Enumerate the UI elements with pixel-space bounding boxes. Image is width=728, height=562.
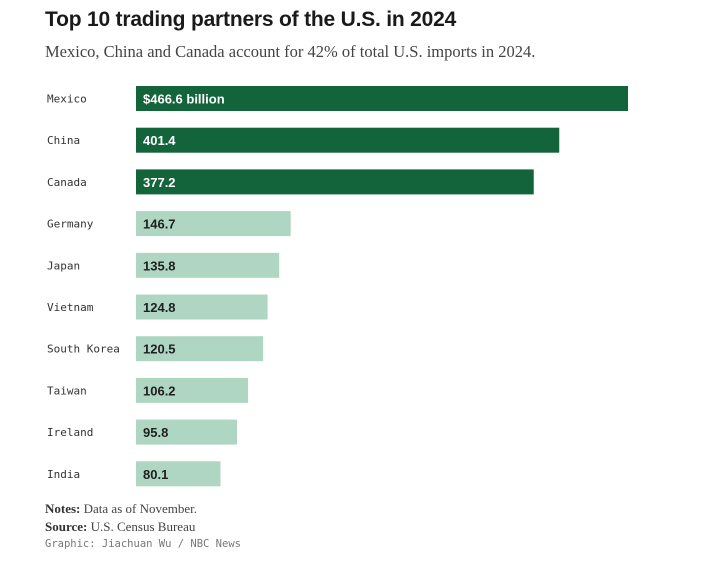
notes-text: Data as of November. [83, 501, 197, 516]
bar-india [136, 461, 221, 487]
bar-germany [136, 211, 291, 237]
source-link[interactable]: U.S. Census Bureau [90, 519, 196, 534]
bar-south-korea [136, 336, 264, 362]
bar-china [136, 127, 560, 153]
category-label-ireland: Ireland [47, 426, 93, 439]
value-label-germany: 146.7 [143, 217, 176, 232]
notes-label: Notes: [45, 501, 81, 516]
source-label: Source: [45, 519, 88, 534]
value-label-china: 401.4 [143, 133, 176, 148]
bar-taiwan [136, 377, 248, 403]
chart-subtitle: Mexico, China and Canada account for 42%… [45, 42, 536, 61]
value-label-mexico: $466.6 billion [143, 92, 225, 107]
category-label-mexico: Mexico [47, 93, 87, 106]
category-label-vietnam: Vietnam [47, 301, 94, 314]
category-label-taiwan: Taiwan [47, 384, 87, 397]
bar-ireland [136, 419, 238, 445]
category-label-japan: Japan [47, 259, 80, 272]
value-label-canada: 377.2 [143, 175, 176, 190]
chart-notes: Notes: Data as of November. [45, 501, 197, 517]
category-label-china: China [47, 134, 80, 147]
bar-chart: Mexico $466.6 billion China 401.4 Canada 377.… [47, 86, 628, 487]
bar-mexico [136, 86, 628, 111]
value-label-ireland: 95.8 [143, 425, 168, 440]
category-label-india: India [47, 468, 80, 481]
category-label-germany: Germany [47, 218, 94, 231]
bar-canada [136, 169, 534, 195]
chart-source: Source: U.S. Census Bureau [45, 519, 195, 535]
graphic-credit: Graphic: Jiachuan Wu / NBC News [45, 538, 241, 550]
value-label-taiwan: 106.2 [143, 383, 176, 398]
value-label-india: 80.1 [143, 467, 168, 482]
value-label-south-korea: 120.5 [143, 342, 176, 357]
bar-vietnam [136, 294, 268, 320]
value-label-vietnam: 124.8 [143, 300, 176, 315]
chart-title: Top 10 trading partners of the U.S. in 2… [45, 8, 457, 31]
category-label-canada: Canada [47, 176, 87, 189]
category-label-south-korea: South Korea [47, 343, 120, 356]
bar-japan [136, 252, 280, 278]
value-label-japan: 135.8 [143, 258, 176, 273]
